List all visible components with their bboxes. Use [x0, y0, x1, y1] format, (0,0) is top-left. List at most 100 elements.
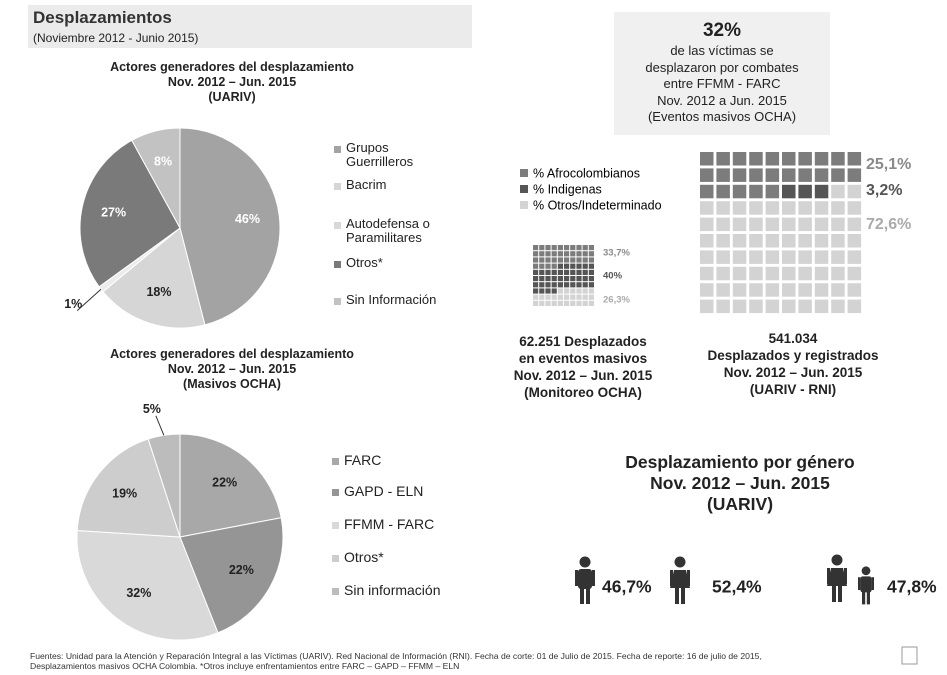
icon-head: [674, 556, 686, 568]
waffle-cell: [570, 300, 576, 306]
waffle-cell: [588, 294, 594, 300]
legend-label: Autodefensa o Paramilitares: [346, 216, 430, 245]
icon-body: [827, 568, 847, 586]
data-label: 22%: [229, 563, 254, 577]
data-label: 40%: [603, 271, 623, 282]
waffle-cell: [545, 257, 551, 263]
waffle-cell: [582, 288, 588, 294]
waffle-cell: [557, 288, 563, 294]
waffle-cell: [700, 234, 714, 248]
icon-body: [578, 569, 592, 589]
waffle-cell: [749, 299, 763, 314]
waffle-cell: [782, 217, 796, 232]
waffle-cell: [732, 217, 747, 232]
waffle-cell: [533, 282, 539, 288]
waffle-cell: [545, 276, 551, 282]
waffle-cell: [570, 269, 576, 275]
waffle-cell: [798, 250, 812, 264]
waffle-cell: [831, 217, 845, 232]
waffle-cell: [557, 269, 563, 275]
waffle-cell: [765, 250, 780, 264]
waffle-caption: 541.034 Desplazados y registrados Nov. 2…: [707, 331, 879, 397]
data-label: 46%: [235, 212, 260, 226]
waffle-cell: [576, 251, 582, 257]
icon-leg: [586, 587, 590, 604]
waffle-cell: [831, 250, 845, 264]
waffle-caption: 62.251 Desplazados en eventos masivos No…: [513, 334, 653, 400]
waffle-cell: [798, 168, 812, 182]
legend-swatch: [520, 201, 528, 209]
waffle-cell: [765, 184, 780, 199]
legend-swatch: [332, 458, 339, 465]
waffle-cell: [551, 269, 557, 275]
legend-swatch: [334, 146, 341, 153]
legend-swatch: [334, 298, 341, 305]
waffle-cell: [557, 276, 563, 282]
waffle-cell: [570, 245, 576, 251]
waffle-cell: [798, 217, 812, 232]
waffle-cell: [798, 152, 812, 166]
waffle-cell: [551, 288, 557, 294]
leader-line: [76, 288, 102, 311]
legend-swatch: [520, 169, 528, 177]
data-label: 47,8%: [887, 577, 937, 597]
legend-label: Grupos Guerrilleros: [346, 140, 414, 169]
waffle-cell: [847, 217, 862, 232]
waffle-cell: [831, 168, 845, 182]
icon-body: [860, 576, 872, 593]
icon-leg: [866, 590, 870, 605]
waffle-cell: [765, 201, 780, 215]
icon-arm: [871, 577, 874, 590]
waffle-cell: [533, 251, 539, 257]
waffle-cell: [847, 152, 862, 166]
waffle-cell: [749, 283, 763, 297]
waffle-cell: [716, 201, 730, 215]
waffle-cell: [545, 245, 551, 251]
waffle-cell: [732, 250, 747, 264]
pie-slice: [76, 438, 181, 538]
legend-swatch: [520, 185, 528, 193]
waffle-cell: [798, 283, 812, 297]
waffle-cell: [570, 257, 576, 263]
waffle-cell: [533, 245, 539, 251]
waffle-cell: [576, 288, 582, 294]
waffle-cell: [551, 282, 557, 288]
waffle-cell: [533, 294, 539, 300]
waffle-cell: [814, 201, 829, 215]
waffle-cell: [798, 266, 812, 281]
waffle-cell: [557, 257, 563, 263]
waffle-cell: [749, 168, 763, 182]
waffle-cell: [831, 283, 845, 297]
waffle-cell: [564, 300, 570, 306]
waffle-cell: [847, 250, 862, 264]
waffle-cell: [588, 245, 594, 251]
waffle-cell: [847, 299, 862, 314]
waffle-cell: [814, 217, 829, 232]
waffle-cell: [798, 299, 812, 314]
icon-leg: [580, 587, 584, 604]
waffle-cell: [831, 299, 845, 314]
waffle-cell: [588, 269, 594, 275]
waffle-cell: [700, 184, 714, 199]
waffle-cell: [539, 276, 545, 282]
waffle-cell: [551, 245, 557, 251]
waffle-cell: [557, 263, 563, 269]
waffle-cell: [570, 276, 576, 282]
waffle-cell: [700, 168, 714, 182]
legend-swatch: [332, 555, 339, 562]
data-label: 26,3%: [603, 295, 630, 306]
waffle-cell: [847, 184, 862, 199]
waffle-cell: [782, 184, 796, 199]
waffle-cell: [570, 282, 576, 288]
waffle-cell: [782, 266, 796, 281]
icon-arm: [827, 568, 830, 584]
icon-leg: [862, 590, 866, 605]
waffle-cell: [576, 300, 582, 306]
data-label: 52,4%: [712, 577, 762, 597]
waffle-cell: [576, 257, 582, 263]
legend-label: % Indigenas: [533, 182, 602, 196]
data-label: 46,7%: [602, 577, 652, 597]
waffle-cell: [564, 294, 570, 300]
waffle-cell: [570, 294, 576, 300]
waffle-cell: [539, 245, 545, 251]
